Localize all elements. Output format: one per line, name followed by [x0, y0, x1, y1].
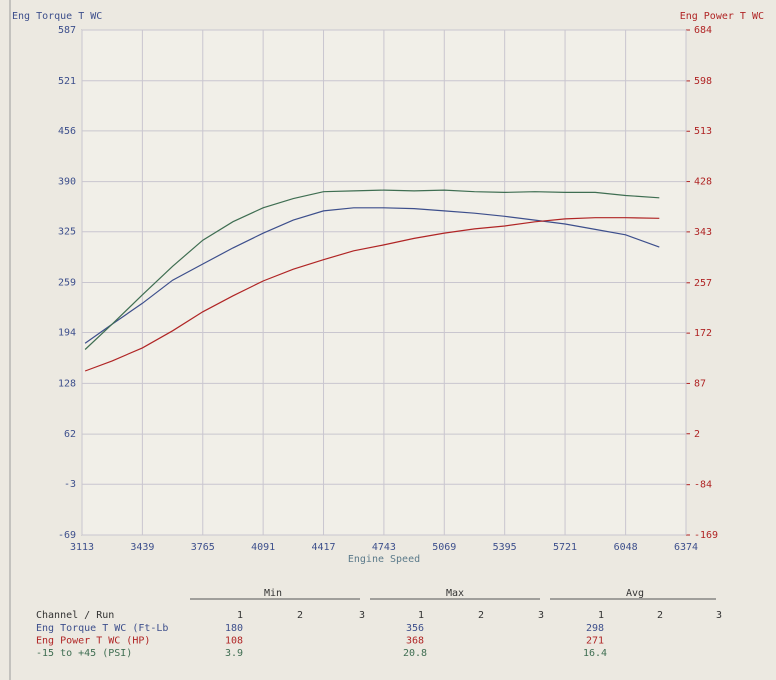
x-tick-label: 4417: [311, 542, 335, 553]
series-line: [84, 217, 660, 372]
series-line: [84, 207, 660, 344]
x-tick-label: 6374: [674, 542, 698, 553]
table-header: Channel / Run: [36, 610, 114, 621]
cell: 180: [225, 623, 243, 634]
y-tick-label: 194: [58, 328, 76, 339]
run-label: 2: [657, 610, 663, 621]
run-label: 1: [418, 610, 424, 621]
series-line: [84, 189, 660, 350]
run-label: 3: [538, 610, 544, 621]
y-tick-label: 128: [58, 378, 76, 389]
y2-axis-label: Eng Power T WC: [680, 11, 764, 22]
x-tick-label: 4743: [372, 542, 396, 553]
y-tick-label: 62: [64, 429, 76, 440]
group-header: Max: [446, 588, 464, 599]
channel-name: Eng Torque T WC (Ft-Lb: [36, 623, 168, 634]
y-tick-label: 587: [58, 25, 76, 36]
y-tick-label: -69: [58, 530, 76, 541]
y-tick-label: 325: [58, 227, 76, 238]
y2-tick-label: 87: [694, 378, 706, 389]
y-tick-label: 521: [58, 76, 76, 87]
cell: 16.4: [583, 648, 607, 659]
cell: 356: [406, 623, 424, 634]
x-tick-label: 5069: [432, 542, 456, 553]
y2-tick-label: 684: [694, 25, 712, 36]
cell: 298: [586, 623, 604, 634]
x-axis-label: Engine Speed: [348, 554, 420, 565]
y2-tick-label: 2: [694, 429, 700, 440]
y2-tick-label: -169: [694, 530, 718, 541]
group-header: Min: [264, 588, 282, 599]
cell: 3.9: [225, 648, 243, 659]
cell: 108: [225, 636, 243, 647]
run-label: 2: [297, 610, 303, 621]
run-label: 1: [237, 610, 243, 621]
y2-tick-label: -84: [694, 480, 712, 491]
run-label: 3: [716, 610, 722, 621]
x-tick-label: 4091: [251, 542, 275, 553]
y2-tick-label: 428: [694, 177, 712, 188]
channel-name: -15 to +45 (PSI): [36, 648, 132, 659]
x-tick-label: 3765: [191, 542, 215, 553]
x-tick-label: 5721: [553, 542, 577, 553]
x-tick-label: 6048: [614, 542, 638, 553]
y-tick-label: 456: [58, 126, 76, 137]
channel-name: Eng Power T WC (HP): [36, 636, 150, 647]
y2-tick-label: 172: [694, 328, 712, 339]
run-label: 2: [478, 610, 484, 621]
x-tick-label: 3113: [70, 542, 94, 553]
y-tick-label: 390: [58, 177, 76, 188]
cell: 368: [406, 636, 424, 647]
cell: 20.8: [403, 648, 427, 659]
y2-tick-label: 513: [694, 126, 712, 137]
group-header: Avg: [626, 588, 644, 599]
y2-tick-label: 257: [694, 278, 712, 289]
x-tick-label: 5395: [493, 542, 517, 553]
y-tick-label: -3: [64, 479, 76, 490]
run-label: 1: [598, 610, 604, 621]
run-label: 3: [359, 610, 365, 621]
cell: 271: [586, 636, 604, 647]
y2-tick-label: 343: [694, 227, 712, 238]
x-tick-label: 3439: [130, 542, 154, 553]
y-tick-label: 259: [58, 278, 76, 289]
y-axis-label: Eng Torque T WC: [12, 11, 102, 22]
y2-tick-label: 598: [694, 76, 712, 87]
